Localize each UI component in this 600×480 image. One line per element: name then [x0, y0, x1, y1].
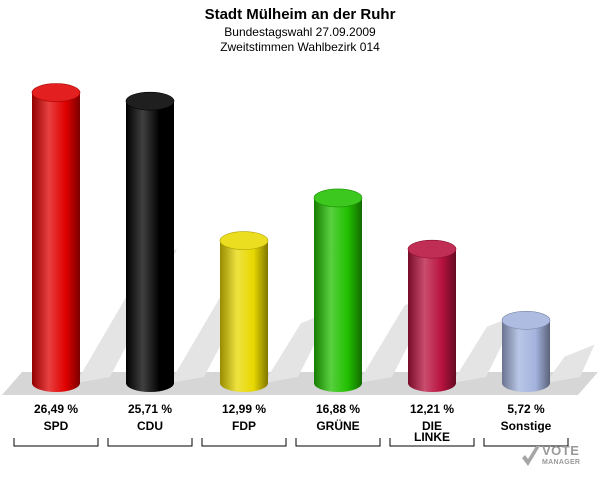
category-label-5-line2: LINKE [414, 430, 450, 444]
bar-cap-6 [501, 310, 551, 330]
category-bracket-6 [483, 438, 569, 447]
logo-text-vote: VOTE [542, 443, 580, 458]
category-bracket-1 [13, 438, 99, 447]
bar-cap-4 [313, 188, 363, 208]
bar-spd [32, 92, 80, 392]
bar-cap-1 [31, 83, 81, 102]
bar-cap-3 [219, 231, 269, 250]
chart-subtitle-district: Zweitstimmen Wahlbezirk 014 [220, 40, 380, 54]
category-label-5-line1: DIE [422, 419, 442, 433]
value-label-1: 26,49 % [34, 402, 78, 416]
bar-die-linke [408, 249, 456, 392]
bar-fdp [220, 240, 268, 392]
value-label-4: 16,88 % [316, 402, 360, 416]
category-bracket-2 [107, 438, 193, 447]
bar-grüne [314, 197, 362, 392]
value-label-6: 5,72 % [507, 402, 545, 416]
bar-cap-5 [407, 239, 457, 259]
logo-text-manager: MANAGER [542, 459, 581, 466]
value-label-2: 25,71 % [128, 402, 172, 416]
category-label-3: FDP [232, 419, 256, 433]
category-label-1: SPD [44, 419, 69, 433]
category-label-4: GRÜNE [316, 418, 359, 433]
vote-manager-logo: VOTE MANAGER [520, 440, 598, 476]
value-label-3: 12,99 % [222, 402, 266, 416]
bar-cap-2 [125, 91, 175, 111]
bar-shadow-5 [452, 314, 517, 383]
category-bracket-5 [389, 438, 475, 447]
value-labels: 26,49 % 25,71 % 12,99 % 16,88 % 12,21 % 5,72 … [34, 402, 545, 416]
category-bracket-4 [295, 438, 381, 447]
chart-title: Stadt Mülheim an der Ruhr [204, 6, 396, 23]
category-label-2: CDU [137, 419, 163, 433]
bar-sonstige [502, 320, 550, 392]
bars [31, 83, 551, 393]
value-label-5: 12,21 % [410, 402, 454, 416]
category-label-6: Sonstige [501, 419, 552, 433]
bar-shadow-6 [546, 344, 595, 383]
bar-cdu [126, 101, 174, 393]
checkmark-icon [522, 446, 540, 466]
chart-subtitle-election: Bundestagswahl 27.09.2009 [224, 25, 376, 39]
category-bracket-3 [201, 438, 287, 447]
